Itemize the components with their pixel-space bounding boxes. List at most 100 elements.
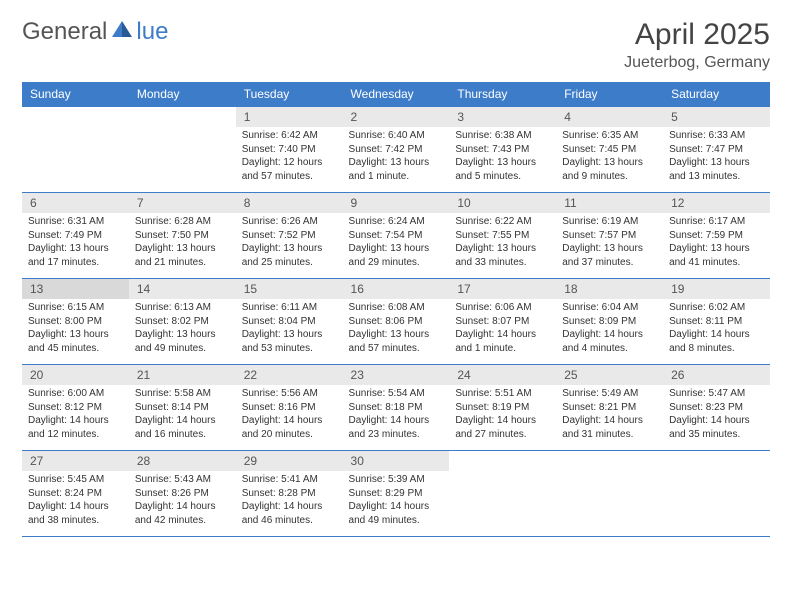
daylight-line: Daylight: 13 hours and 21 minutes. <box>135 242 230 269</box>
day-info: Sunrise: 5:58 AMSunset: 8:14 PMDaylight:… <box>129 385 236 445</box>
day-cell: 15Sunrise: 6:11 AMSunset: 8:04 PMDayligh… <box>236 279 343 365</box>
daylight-line: Daylight: 13 hours and 25 minutes. <box>242 242 337 269</box>
sunrise-line: Sunrise: 5:54 AM <box>349 387 444 401</box>
day-cell: 16Sunrise: 6:08 AMSunset: 8:06 PMDayligh… <box>343 279 450 365</box>
day-cell: 9Sunrise: 6:24 AMSunset: 7:54 PMDaylight… <box>343 193 450 279</box>
sunset-line: Sunset: 8:12 PM <box>28 401 123 415</box>
day-header-row: SundayMondayTuesdayWednesdayThursdayFrid… <box>22 82 770 107</box>
sunset-line: Sunset: 7:43 PM <box>455 143 550 157</box>
sunrise-line: Sunrise: 5:43 AM <box>135 473 230 487</box>
sunset-line: Sunset: 7:42 PM <box>349 143 444 157</box>
sunrise-line: Sunrise: 6:15 AM <box>28 301 123 315</box>
sunset-line: Sunset: 7:45 PM <box>562 143 657 157</box>
day-number: 13 <box>22 279 129 299</box>
sunrise-line: Sunrise: 6:00 AM <box>28 387 123 401</box>
sunrise-line: Sunrise: 5:41 AM <box>242 473 337 487</box>
daylight-line: Daylight: 14 hours and 1 minute. <box>455 328 550 355</box>
daylight-line: Daylight: 14 hours and 20 minutes. <box>242 414 337 441</box>
sunset-line: Sunset: 8:29 PM <box>349 487 444 501</box>
day-info: Sunrise: 6:00 AMSunset: 8:12 PMDaylight:… <box>22 385 129 445</box>
day-info: Sunrise: 6:24 AMSunset: 7:54 PMDaylight:… <box>343 213 450 273</box>
day-number: 14 <box>129 279 236 299</box>
day-number: 2 <box>343 107 450 127</box>
day-number: 24 <box>449 365 556 385</box>
day-info: Sunrise: 6:26 AMSunset: 7:52 PMDaylight:… <box>236 213 343 273</box>
day-cell: 22Sunrise: 5:56 AMSunset: 8:16 PMDayligh… <box>236 365 343 451</box>
day-number: 12 <box>663 193 770 213</box>
day-number: 30 <box>343 451 450 471</box>
day-info: Sunrise: 6:35 AMSunset: 7:45 PMDaylight:… <box>556 127 663 187</box>
day-number: 27 <box>22 451 129 471</box>
day-info: Sunrise: 5:43 AMSunset: 8:26 PMDaylight:… <box>129 471 236 531</box>
calendar-week: 6Sunrise: 6:31 AMSunset: 7:49 PMDaylight… <box>22 193 770 279</box>
daylight-line: Daylight: 13 hours and 1 minute. <box>349 156 444 183</box>
daylight-line: Daylight: 14 hours and 27 minutes. <box>455 414 550 441</box>
sunrise-line: Sunrise: 5:39 AM <box>349 473 444 487</box>
day-number: 29 <box>236 451 343 471</box>
daylight-line: Daylight: 13 hours and 5 minutes. <box>455 156 550 183</box>
day-info: Sunrise: 5:45 AMSunset: 8:24 PMDaylight:… <box>22 471 129 531</box>
day-info: Sunrise: 5:39 AMSunset: 8:29 PMDaylight:… <box>343 471 450 531</box>
sunset-line: Sunset: 7:49 PM <box>28 229 123 243</box>
day-number: 11 <box>556 193 663 213</box>
sunset-line: Sunset: 8:11 PM <box>669 315 764 329</box>
sunset-line: Sunset: 8:24 PM <box>28 487 123 501</box>
day-header-cell: Monday <box>129 82 236 107</box>
day-number: 1 <box>236 107 343 127</box>
sunset-line: Sunset: 7:50 PM <box>135 229 230 243</box>
daylight-line: Daylight: 13 hours and 17 minutes. <box>28 242 123 269</box>
daylight-line: Daylight: 13 hours and 49 minutes. <box>135 328 230 355</box>
sunrise-line: Sunrise: 5:47 AM <box>669 387 764 401</box>
sunrise-line: Sunrise: 6:13 AM <box>135 301 230 315</box>
day-number: 10 <box>449 193 556 213</box>
day-info: Sunrise: 6:33 AMSunset: 7:47 PMDaylight:… <box>663 127 770 187</box>
day-info: Sunrise: 5:49 AMSunset: 8:21 PMDaylight:… <box>556 385 663 445</box>
empty-cell <box>22 107 129 193</box>
sunset-line: Sunset: 8:23 PM <box>669 401 764 415</box>
sunset-line: Sunset: 7:47 PM <box>669 143 764 157</box>
sunrise-line: Sunrise: 6:28 AM <box>135 215 230 229</box>
day-info: Sunrise: 5:41 AMSunset: 8:28 PMDaylight:… <box>236 471 343 531</box>
day-number: 21 <box>129 365 236 385</box>
day-info: Sunrise: 6:11 AMSunset: 8:04 PMDaylight:… <box>236 299 343 359</box>
sunset-line: Sunset: 8:00 PM <box>28 315 123 329</box>
day-cell: 5Sunrise: 6:33 AMSunset: 7:47 PMDaylight… <box>663 107 770 193</box>
daylight-line: Daylight: 14 hours and 23 minutes. <box>349 414 444 441</box>
day-cell: 30Sunrise: 5:39 AMSunset: 8:29 PMDayligh… <box>343 451 450 537</box>
sunrise-line: Sunrise: 5:51 AM <box>455 387 550 401</box>
sunset-line: Sunset: 8:19 PM <box>455 401 550 415</box>
day-info: Sunrise: 6:40 AMSunset: 7:42 PMDaylight:… <box>343 127 450 187</box>
sunset-line: Sunset: 8:06 PM <box>349 315 444 329</box>
day-cell: 2Sunrise: 6:40 AMSunset: 7:42 PMDaylight… <box>343 107 450 193</box>
day-header-cell: Wednesday <box>343 82 450 107</box>
calendar-week: 1Sunrise: 6:42 AMSunset: 7:40 PMDaylight… <box>22 107 770 193</box>
sunrise-line: Sunrise: 6:17 AM <box>669 215 764 229</box>
day-number: 9 <box>343 193 450 213</box>
daylight-line: Daylight: 14 hours and 8 minutes. <box>669 328 764 355</box>
daylight-line: Daylight: 13 hours and 9 minutes. <box>562 156 657 183</box>
day-info: Sunrise: 6:13 AMSunset: 8:02 PMDaylight:… <box>129 299 236 359</box>
sunrise-line: Sunrise: 6:22 AM <box>455 215 550 229</box>
logo: General lue <box>22 18 168 46</box>
day-info: Sunrise: 6:08 AMSunset: 8:06 PMDaylight:… <box>343 299 450 359</box>
sunset-line: Sunset: 7:40 PM <box>242 143 337 157</box>
sunset-line: Sunset: 8:18 PM <box>349 401 444 415</box>
day-number: 26 <box>663 365 770 385</box>
day-number: 19 <box>663 279 770 299</box>
day-cell: 25Sunrise: 5:49 AMSunset: 8:21 PMDayligh… <box>556 365 663 451</box>
sunrise-line: Sunrise: 5:56 AM <box>242 387 337 401</box>
sunset-line: Sunset: 8:14 PM <box>135 401 230 415</box>
day-info: Sunrise: 6:31 AMSunset: 7:49 PMDaylight:… <box>22 213 129 273</box>
day-cell: 3Sunrise: 6:38 AMSunset: 7:43 PMDaylight… <box>449 107 556 193</box>
empty-cell <box>449 451 556 537</box>
sunset-line: Sunset: 7:52 PM <box>242 229 337 243</box>
sunset-line: Sunset: 8:02 PM <box>135 315 230 329</box>
sunset-line: Sunset: 8:28 PM <box>242 487 337 501</box>
month-title: April 2025 <box>624 18 770 52</box>
day-number: 6 <box>22 193 129 213</box>
day-number: 22 <box>236 365 343 385</box>
sunset-line: Sunset: 8:04 PM <box>242 315 337 329</box>
day-cell: 17Sunrise: 6:06 AMSunset: 8:07 PMDayligh… <box>449 279 556 365</box>
daylight-line: Daylight: 13 hours and 33 minutes. <box>455 242 550 269</box>
sunset-line: Sunset: 7:59 PM <box>669 229 764 243</box>
